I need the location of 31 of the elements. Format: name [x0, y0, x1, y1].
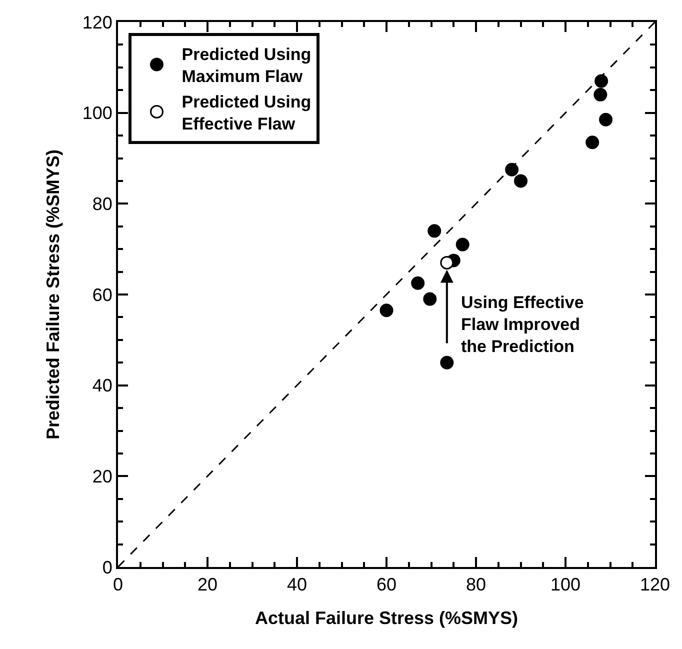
- x-tick-label: 60: [376, 574, 397, 595]
- point: [514, 174, 528, 188]
- x-tick-label: 100: [550, 574, 581, 595]
- annotation: Using Effective Flaw Improved the Prediction: [461, 293, 584, 356]
- y-tick-label: 40: [92, 376, 112, 396]
- y-tick-label: 80: [92, 194, 112, 214]
- y-tick-label: 0: [102, 557, 112, 578]
- y-tick-label: 120: [82, 12, 112, 32]
- x-axis-title: Actual Failure Stress (%SMYS): [254, 608, 518, 628]
- legend-label: Predicted Using Effective Flaw: [182, 92, 312, 134]
- legend-label: Predicted Using Maximum Flaw: [182, 45, 312, 86]
- y-tick-label: 20: [92, 466, 112, 486]
- point: [505, 162, 519, 176]
- point: [423, 292, 437, 306]
- point: [586, 136, 600, 150]
- point: [411, 276, 425, 290]
- y-axis-title: Predicted Failure Stress (%SMYS): [43, 149, 64, 440]
- point: [440, 256, 454, 270]
- y-tick-label: 60: [92, 284, 112, 305]
- x-tick-label: 80: [466, 574, 486, 595]
- y-tick-label: 100: [82, 103, 112, 124]
- point: [456, 238, 470, 252]
- x-tick-label: 40: [286, 574, 308, 595]
- x-tick-label: 20: [197, 574, 218, 595]
- point: [440, 356, 454, 370]
- point: [594, 88, 608, 102]
- x-tick-label: 120: [640, 574, 670, 595]
- point: [380, 304, 394, 318]
- point: [594, 74, 608, 88]
- point: [599, 112, 613, 126]
- point: [428, 224, 442, 238]
